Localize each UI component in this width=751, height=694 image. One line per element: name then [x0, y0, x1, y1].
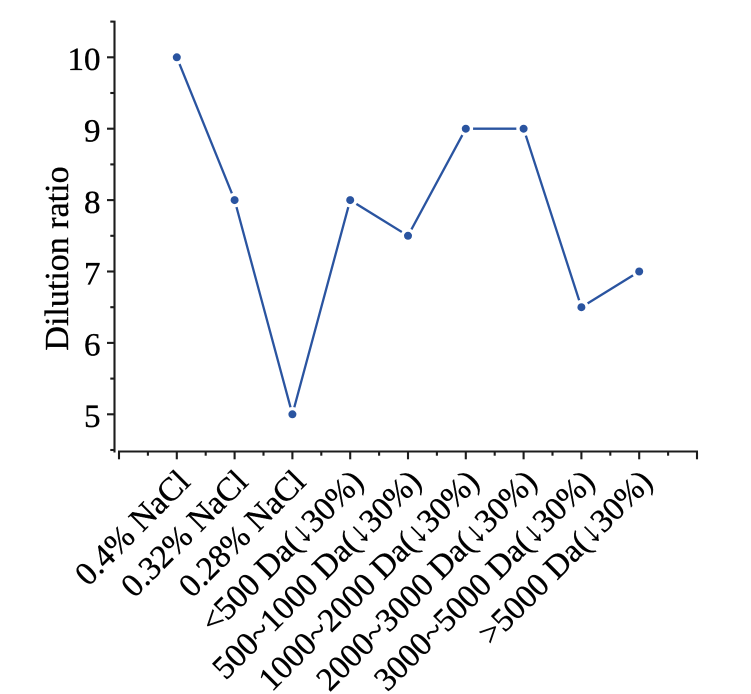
- svg-text:10: 10: [68, 42, 101, 78]
- svg-text:Dilution ratio: Dilution ratio: [39, 166, 76, 350]
- svg-text:8: 8: [84, 185, 101, 221]
- svg-text:7: 7: [84, 256, 101, 292]
- svg-text:9: 9: [84, 114, 101, 150]
- svg-text:6: 6: [84, 328, 101, 364]
- svg-text:5: 5: [84, 399, 101, 435]
